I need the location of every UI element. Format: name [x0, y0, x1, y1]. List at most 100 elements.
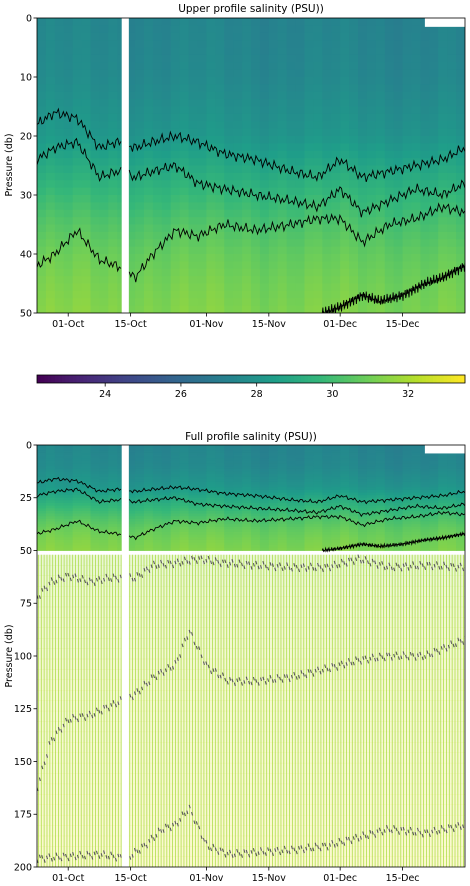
upper-cell [99, 25, 109, 34]
full-cell [135, 452, 145, 456]
upper-cell [402, 305, 412, 313]
full-deep-contour-mark [350, 661, 353, 666]
full-cell [72, 534, 82, 538]
full-deep-contour-mark [62, 852, 65, 857]
upper-cell [304, 69, 314, 78]
full-cell [340, 492, 350, 496]
full-cell [384, 516, 395, 520]
full-cell [224, 474, 234, 478]
upper-cell [402, 239, 412, 248]
upper-cell [108, 172, 118, 181]
upper-cell [268, 121, 279, 130]
upper-cell [384, 113, 395, 122]
upper-cell [277, 25, 288, 34]
colorbar-segment [94, 375, 99, 383]
full-cell [170, 489, 181, 493]
full-cell [322, 466, 332, 470]
upper-cell [144, 62, 154, 71]
full-cell [251, 468, 261, 472]
upper-cell [286, 113, 296, 122]
full-cell [349, 455, 359, 459]
full-deep-contour-mark [219, 563, 222, 568]
full-cell [170, 484, 181, 488]
colorbar-segment [215, 375, 220, 383]
upper-cell [304, 202, 314, 211]
full-cell [375, 537, 386, 541]
full-deep-contour-mark [119, 574, 122, 579]
colorbar-segment [218, 375, 223, 383]
upper-cell [456, 91, 465, 100]
full-deep-contour-mark [264, 852, 267, 856]
upper-cell [429, 32, 439, 41]
upper-cell [144, 150, 154, 159]
upper-cell [45, 172, 56, 181]
full-cell [322, 526, 332, 530]
full-cell [152, 547, 163, 551]
upper-cell [224, 25, 234, 34]
full-cell [429, 468, 439, 472]
full-cell [152, 484, 163, 488]
upper-cell [161, 224, 172, 233]
full-cell [340, 445, 350, 449]
upper-cell [152, 202, 163, 211]
full-cell [447, 500, 457, 504]
full-cell [411, 492, 421, 496]
full-cell [99, 513, 109, 517]
full-cell [81, 450, 91, 454]
full-cell [286, 503, 296, 507]
upper-cell [340, 276, 350, 284]
upper-cell [126, 276, 136, 284]
upper-cell [268, 62, 279, 71]
upper-cell [54, 47, 65, 56]
upper-cell [188, 268, 198, 277]
upper-cell [295, 143, 305, 152]
full-deep-contour-mark [219, 674, 222, 679]
upper-cell [384, 290, 395, 299]
upper-cell [286, 91, 296, 100]
full-cell [429, 526, 439, 530]
full-cell [429, 474, 439, 478]
upper-cell [135, 136, 145, 144]
upper-cell [72, 239, 82, 248]
full-deep-contour-mark [364, 655, 367, 660]
upper-cell [295, 99, 305, 107]
full-cell [152, 542, 163, 546]
full-cell [99, 524, 109, 528]
full-cell [411, 542, 421, 546]
upper-cell [90, 77, 100, 85]
upper-cell [322, 62, 332, 71]
full-cell [63, 474, 74, 478]
full-cell [322, 516, 332, 520]
full-cell [72, 545, 82, 549]
upper-cell [72, 18, 82, 26]
full-cell [215, 508, 225, 512]
full-cell [72, 460, 82, 464]
full-deep-contour-mark [50, 577, 53, 581]
upper-cell [126, 62, 136, 71]
upper-cell [331, 62, 341, 71]
full-cell [295, 460, 305, 464]
upper-cell [206, 239, 216, 248]
full-cell [375, 450, 386, 454]
upper-cell [206, 18, 216, 26]
upper-cell [420, 84, 430, 93]
upper-cell [126, 99, 136, 107]
full-cell [188, 526, 198, 530]
full-cell [152, 537, 163, 541]
upper-cell [54, 106, 65, 115]
upper-cell [233, 231, 243, 240]
upper-cell [313, 106, 323, 115]
upper-cell [126, 158, 136, 166]
full-deep-contour-mark [405, 562, 408, 567]
full-cell [63, 455, 74, 459]
upper-cell [456, 231, 465, 240]
upper-cell [429, 180, 439, 189]
full-deep-contour-mark [264, 681, 267, 685]
upper-cell [224, 261, 234, 270]
full-deep-contour-mark [271, 679, 274, 683]
full-cell [420, 463, 430, 467]
full-deep-contour-mark [207, 555, 210, 560]
full-cell [161, 500, 172, 504]
full-cell [304, 481, 314, 485]
full-cell [420, 539, 430, 543]
